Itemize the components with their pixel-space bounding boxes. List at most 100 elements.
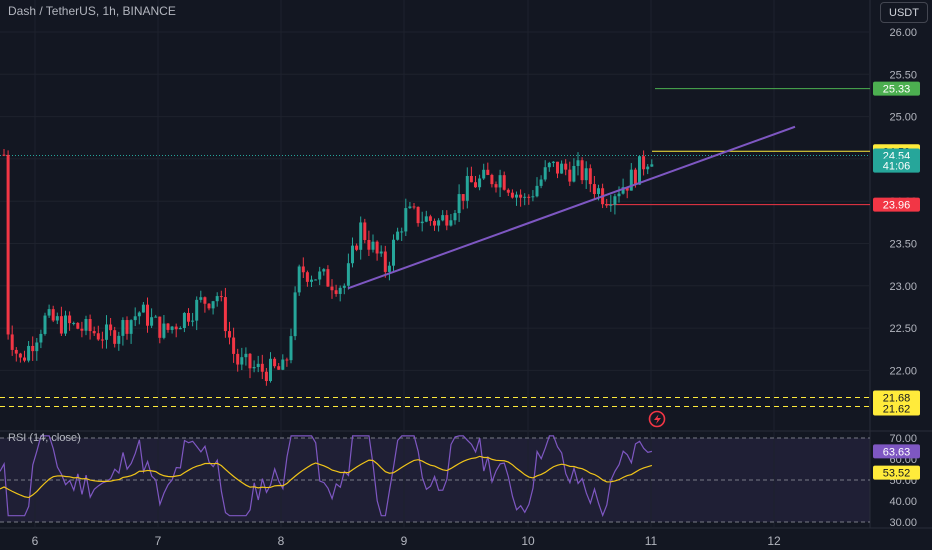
candle-body <box>416 206 420 224</box>
candle-body <box>76 322 80 329</box>
candle-body <box>244 353 248 358</box>
candle-body <box>556 161 559 174</box>
time-tick-label: 7 <box>155 534 162 548</box>
candle-body <box>318 271 322 280</box>
time-tick-label: 6 <box>32 534 39 548</box>
candle-body <box>248 353 252 369</box>
candle-body <box>117 335 121 344</box>
candle-body <box>121 320 125 336</box>
candle-body <box>314 279 318 281</box>
candle-body <box>428 216 432 221</box>
candle-body <box>597 188 600 195</box>
price-badge-label: 41:06 <box>883 161 911 173</box>
candle-body <box>457 194 461 214</box>
candle-body <box>543 167 547 180</box>
lightning-replay-icon[interactable] <box>648 410 666 428</box>
candle-body <box>379 251 383 254</box>
candle-body <box>383 251 387 272</box>
candle-body <box>346 263 350 286</box>
candle-body <box>47 309 51 316</box>
rsi-legend[interactable]: RSI (14, close) <box>8 432 81 444</box>
candle-body <box>412 206 416 208</box>
candle-body <box>424 216 428 222</box>
candle-body <box>564 163 568 170</box>
candle-body <box>195 299 199 321</box>
candle-body <box>494 184 498 188</box>
candle-body <box>392 239 395 266</box>
candle-body <box>273 358 277 367</box>
candle-body <box>236 353 240 365</box>
price-tick-label: 23.50 <box>889 239 917 251</box>
candle-body <box>23 357 26 361</box>
time-tick-label: 10 <box>521 534 535 548</box>
price-badge-label: 25.33 <box>883 84 911 96</box>
candle-body <box>469 175 473 183</box>
rsi-tick-label: 70.00 <box>889 433 917 445</box>
candle-body <box>367 240 371 250</box>
price-badge: 41:06 <box>873 158 920 173</box>
candle-body <box>88 319 92 332</box>
candle-body <box>445 215 449 226</box>
horizontal-levels <box>0 88 870 408</box>
candle-body <box>334 290 338 294</box>
candle-body <box>433 220 436 226</box>
price-badge: 25.33 <box>873 81 920 96</box>
candle-body <box>547 162 551 168</box>
candle-body <box>191 320 195 322</box>
candle-body <box>31 345 35 352</box>
candle-body <box>105 324 108 340</box>
candle-body <box>523 196 527 198</box>
price-tick-label: 22.00 <box>889 365 917 377</box>
candle-body <box>506 189 510 193</box>
candle-body <box>486 169 490 175</box>
candle-body <box>203 297 207 304</box>
candle-body <box>178 327 182 330</box>
candle-body <box>371 241 375 250</box>
candle-body <box>330 286 334 291</box>
candle-body <box>215 296 219 302</box>
candle-body <box>408 206 412 209</box>
candle-body <box>96 333 100 340</box>
rsi-tick-label: 40.00 <box>889 496 917 508</box>
candle-body <box>355 245 359 250</box>
currency-button[interactable]: USDT <box>880 2 928 23</box>
symbol-legend[interactable]: Dash / TetherUS, 1h, BINANCE <box>8 4 176 18</box>
price-badge-label: 21.62 <box>883 403 911 415</box>
candle-body <box>223 297 227 332</box>
candle-body <box>92 331 96 334</box>
rsi-badge: 53.52 <box>873 465 920 480</box>
price-badge-bg <box>873 81 920 96</box>
price-tick-label: 22.50 <box>889 323 917 335</box>
candle-body <box>158 316 162 338</box>
candle-body <box>338 287 342 294</box>
candle-body <box>437 220 441 226</box>
candle-body <box>301 266 305 273</box>
candle-body <box>150 317 154 326</box>
candle-body <box>137 312 141 317</box>
candle-body <box>277 366 281 370</box>
candle-body <box>539 179 543 186</box>
candle-body <box>252 367 256 369</box>
candle-body <box>576 160 580 166</box>
time-tick-label: 12 <box>767 534 781 548</box>
candle-body <box>14 349 18 354</box>
rsi-badge-bg <box>873 465 920 480</box>
candle-body <box>174 326 178 330</box>
time-axis-ticks: 6 7 8 9 10 11 12 <box>32 534 781 548</box>
candle-body <box>269 358 272 382</box>
candle-body <box>351 245 354 264</box>
candle-body <box>498 175 502 188</box>
candle-body <box>310 279 313 282</box>
rsi-badge-bg <box>873 444 920 459</box>
candle-body <box>228 331 231 338</box>
candle-body <box>100 339 104 341</box>
candle-body <box>465 175 469 201</box>
price-badge-bg <box>873 390 920 405</box>
candle-body <box>59 316 63 334</box>
candle-body <box>285 359 289 361</box>
main-pane-bg <box>0 0 870 430</box>
rsi-tick-label: 30.00 <box>889 517 917 529</box>
trendline[interactable] <box>347 125 796 290</box>
candle-body <box>490 174 494 185</box>
